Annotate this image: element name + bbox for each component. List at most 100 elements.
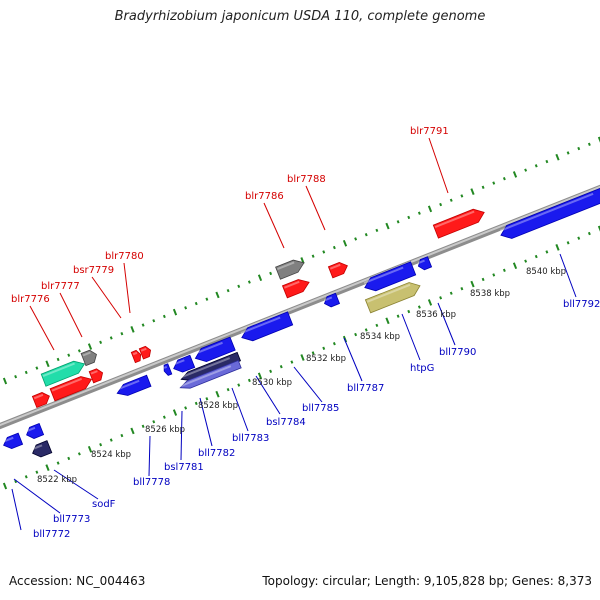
tick-mark <box>56 461 60 465</box>
tick-mark <box>56 357 60 362</box>
accession-label: Accession: NC_004463 <box>9 574 146 588</box>
tick-mark <box>524 259 528 263</box>
tick-mark <box>290 360 294 364</box>
tick-mark <box>332 245 336 250</box>
tick-mark <box>322 250 326 254</box>
tick-mark <box>35 470 39 474</box>
tick-mark <box>247 280 251 284</box>
forward-gene <box>49 376 93 402</box>
leader-line <box>29 305 55 351</box>
tick-mark <box>184 406 188 410</box>
tick-mark <box>77 349 81 353</box>
scale-label: 8530 kbp <box>252 378 292 388</box>
genome-title: Bradyrhizobium japonicum USDA 110, compl… <box>114 9 486 24</box>
tick-mark <box>152 319 156 323</box>
tick-mark <box>194 401 198 406</box>
tick-mark <box>77 452 81 456</box>
tick-mark <box>45 360 50 368</box>
tick-mark <box>577 146 581 151</box>
tick-mark <box>492 181 496 185</box>
leader-line <box>180 410 183 461</box>
scale-label: 8528 kbp <box>198 401 238 411</box>
forward-gene <box>88 368 104 384</box>
tick-mark <box>587 231 591 236</box>
tick-mark <box>257 274 263 282</box>
reverse-gene-labels: bll7772 bll7773 sodF bll7778 bsl7781 bll… <box>33 299 600 540</box>
reverse-gene-shine <box>323 296 333 302</box>
dark-gene-shine <box>181 357 231 379</box>
gene-label-blr7777: blr7777 <box>41 281 80 292</box>
upper-tick-track <box>2 136 600 385</box>
reverse-gene <box>324 292 341 308</box>
gene-label-blr7776: blr7776 <box>11 294 50 305</box>
reverse-gene-shine <box>25 426 36 433</box>
tick-mark <box>396 220 400 224</box>
reverse-gene-shine <box>116 379 140 391</box>
tick-mark <box>354 332 358 337</box>
forward-gene-shine <box>33 393 44 400</box>
tick-mark <box>502 268 506 272</box>
gene-label-bll7782: bll7782 <box>198 448 235 459</box>
scale-label: 8524 kbp <box>91 450 131 460</box>
forward-gene-shine <box>51 377 82 392</box>
tick-mark <box>577 236 581 240</box>
tick-mark <box>130 427 135 435</box>
tick-mark <box>87 343 93 350</box>
gene-label-bll7787: bll7787 <box>347 383 384 394</box>
tick-mark <box>109 336 113 340</box>
tick-mark <box>534 164 538 168</box>
leader-line <box>11 488 22 531</box>
tick-mark <box>237 383 241 387</box>
tick-mark <box>439 296 443 300</box>
tick-mark <box>184 306 188 310</box>
leader-line <box>437 302 456 346</box>
tick-mark <box>470 280 475 288</box>
tick-mark <box>492 273 496 277</box>
tick-mark <box>481 277 485 282</box>
reverse-gene-shine <box>2 436 14 443</box>
tick-mark <box>109 438 113 442</box>
highlight-gene-shine <box>366 283 411 303</box>
forward-gene-shine <box>140 347 147 352</box>
tick-mark <box>14 375 18 379</box>
tick-mark <box>375 228 379 233</box>
gene-label-blr7786: blr7786 <box>245 191 284 202</box>
tick-mark <box>417 305 421 309</box>
tick-mark <box>597 225 600 232</box>
tick-mark <box>67 456 71 461</box>
tick-mark <box>407 215 411 220</box>
forward-gene-shine <box>434 210 475 228</box>
forward-gene-shine <box>90 370 98 375</box>
rna-gene-shine <box>42 362 75 377</box>
rna-gene <box>40 360 86 387</box>
dark-gene <box>180 351 242 381</box>
tick-mark <box>2 482 8 490</box>
tick-mark <box>130 326 135 333</box>
tick-mark <box>566 241 570 245</box>
tick-mark <box>311 351 315 355</box>
gene-label-bsl7784: bsl7784 <box>266 417 306 428</box>
tick-mark <box>172 308 178 316</box>
tick-mark <box>67 353 71 357</box>
tick-mark <box>99 443 103 447</box>
forward-gene-shine <box>132 351 138 356</box>
gene-label-bll7792: bll7792 <box>563 299 600 310</box>
tick-mark <box>279 365 283 369</box>
pseudo-gene <box>275 259 305 280</box>
leader-line <box>428 137 449 194</box>
leader-line <box>123 262 131 314</box>
forward-gene-labels: blr7776 blr7777 bsr7779 blr7780 blr7786 … <box>11 126 449 305</box>
gene-label-bll7783: bll7783 <box>232 433 269 444</box>
forward-gene <box>281 279 310 299</box>
leader-line <box>199 397 213 447</box>
genome-summary: Topology: circular; Length: 9,105,828 bp… <box>262 574 592 588</box>
reverse-gene <box>179 359 242 389</box>
dark-gene-shine <box>31 444 43 451</box>
tick-mark <box>162 415 166 419</box>
tick-mark <box>205 397 209 401</box>
tick-mark <box>226 387 230 392</box>
tick-mark <box>332 342 336 346</box>
tick-mark <box>364 233 368 237</box>
tick-mark <box>141 323 145 327</box>
tick-mark <box>354 237 358 241</box>
